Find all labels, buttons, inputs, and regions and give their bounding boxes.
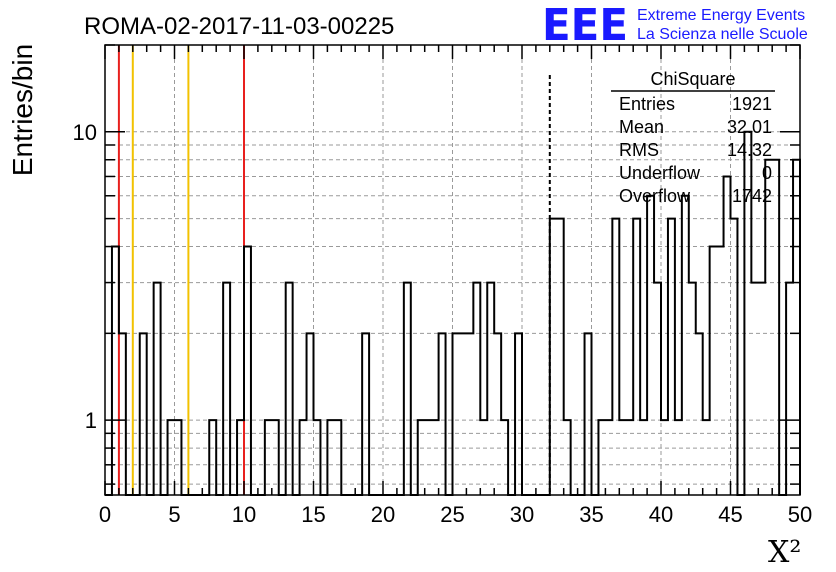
- stats-value: 32.01: [727, 117, 772, 137]
- x-tick-label: 30: [510, 502, 534, 527]
- x-tick-label: 5: [168, 502, 180, 527]
- reference-lines: [117, 45, 551, 495]
- stats-box: ChiSquare Entries 1921 Mean 32.01 RMS 14.32 Un…: [611, 69, 775, 206]
- logo-line-2: La Scienza nelle Scuole: [637, 26, 808, 43]
- y-tick-labels: 1 10: [73, 120, 97, 433]
- x-tick-label: 45: [718, 502, 742, 527]
- stats-label: RMS: [619, 140, 659, 160]
- x-tick-label: 0: [99, 502, 111, 527]
- x-tick-labels: 0 5 10 15 20 25 30 35 40 45 50: [99, 502, 812, 527]
- x-tick-label: 50: [788, 502, 812, 527]
- eee-logo-mark: EEE: [542, 0, 628, 51]
- stats-label: Overflow: [619, 186, 691, 206]
- histogram-series: [105, 130, 801, 496]
- x-tick-label: 10: [232, 502, 256, 527]
- x-tick-label: 25: [440, 502, 464, 527]
- y-axis-label: Entries/bin: [7, 44, 38, 176]
- stats-label: Mean: [619, 117, 664, 137]
- stats-label: Underflow: [619, 163, 701, 183]
- axis-ticks: [104, 44, 801, 495]
- x-tick-label: 20: [371, 502, 395, 527]
- y-tick-label: 10: [73, 120, 97, 145]
- stats-title: ChiSquare: [650, 69, 735, 89]
- chart-title: ROMA-02-2017-11-03-00225: [84, 13, 394, 40]
- logo-line-1: Extreme Energy Events: [637, 7, 805, 24]
- y-tick-label: 1: [85, 408, 97, 433]
- stats-value: 1742: [732, 186, 772, 206]
- stats-value: 14.32: [727, 140, 772, 160]
- x-tick-label: 35: [579, 502, 603, 527]
- stats-value: 0: [762, 163, 772, 183]
- x-tick-label: 15: [301, 502, 325, 527]
- x-axis-label: X²: [768, 535, 801, 570]
- x-tick-label: 40: [649, 502, 673, 527]
- stats-label: Entries: [619, 94, 675, 114]
- stats-value: 1921: [732, 94, 772, 114]
